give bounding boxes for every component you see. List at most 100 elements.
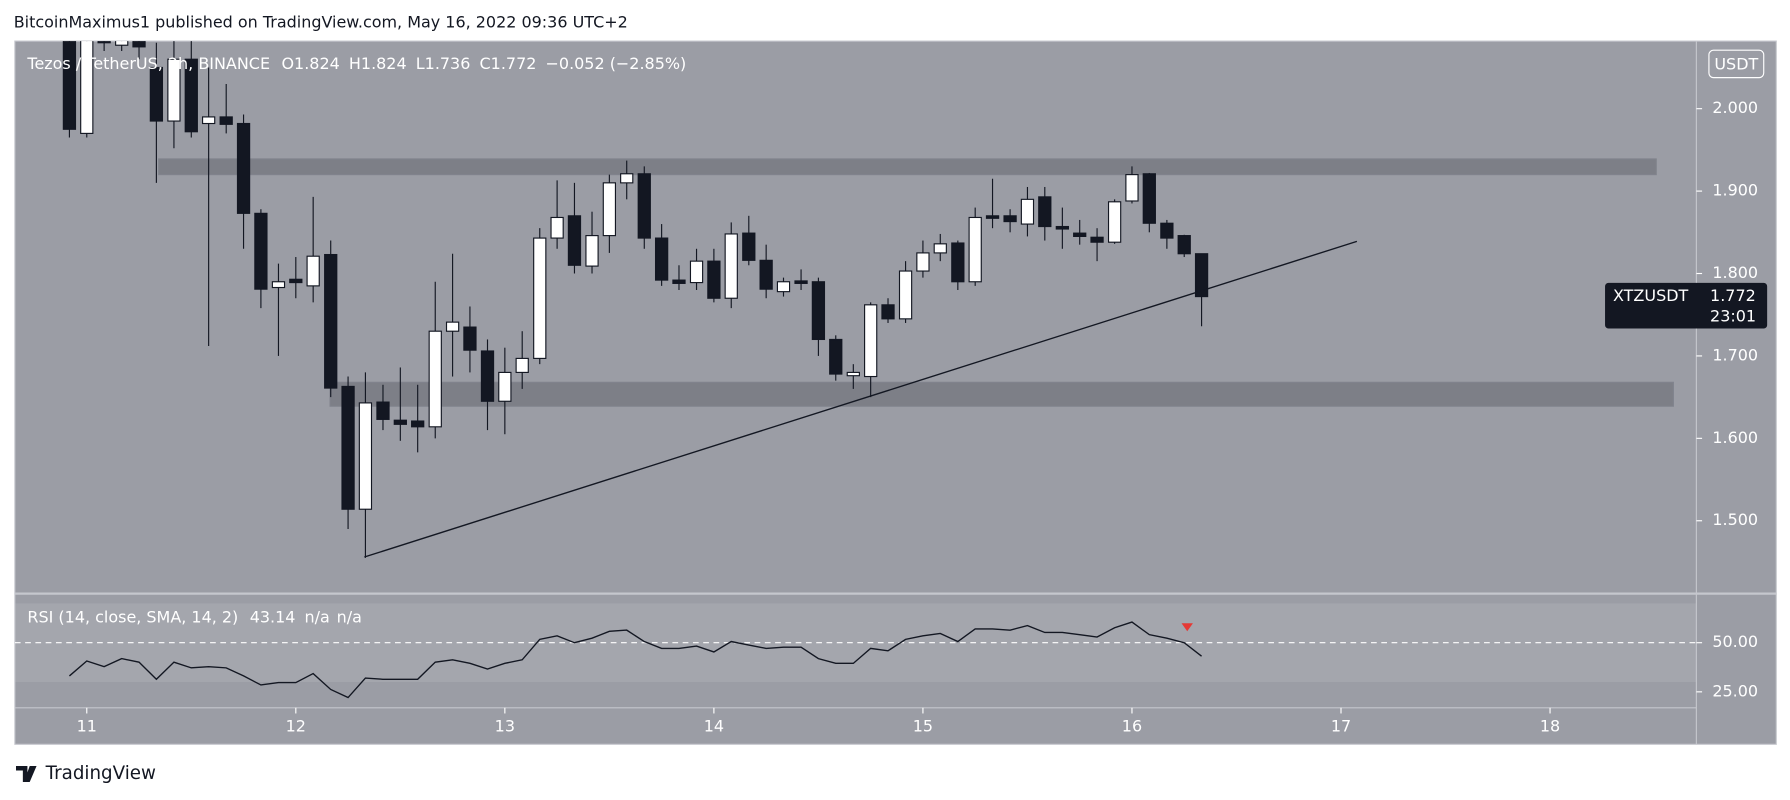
y-tick-label: 50.00	[1712, 632, 1758, 651]
candle-body	[794, 280, 808, 284]
candle-body	[1003, 215, 1017, 223]
y-tick-label: 1.800	[1712, 263, 1758, 282]
candle-body	[1073, 232, 1087, 237]
rsi-value: 43.14	[250, 607, 296, 626]
candle-body	[742, 232, 756, 261]
candle-body	[236, 122, 251, 214]
price-tag	[1605, 282, 1768, 329]
candle-body	[1194, 253, 1209, 298]
candle-body	[480, 350, 495, 402]
candle-body	[811, 281, 826, 341]
candle-body	[898, 270, 913, 320]
candle-body	[393, 419, 407, 425]
open-value: 1.824	[294, 53, 340, 72]
high-value: 1.824	[361, 53, 407, 72]
low-value: 1.736	[425, 53, 471, 72]
x-tick-label: 14	[704, 717, 724, 736]
candle-body	[358, 402, 373, 510]
price-pane	[62, 41, 1674, 558]
zone	[158, 158, 1657, 176]
candle-body	[533, 237, 547, 359]
logo	[16, 765, 37, 782]
signal-marker	[1181, 623, 1193, 632]
x-tick-label: 17	[1331, 717, 1351, 736]
candle-body	[550, 216, 564, 239]
trendline	[364, 240, 1358, 558]
legend: Tezos / TetherUS, 2h, BINANCE O1.824 H1.82…	[26, 53, 686, 72]
x-tick-label: 15	[913, 717, 933, 736]
candle-body	[115, 41, 129, 46]
y-tick-label: 1.700	[1712, 345, 1758, 364]
rsi-extra: n/a	[337, 607, 362, 626]
x-tick-label: 18	[1540, 717, 1560, 736]
candle-body	[585, 235, 599, 267]
candle-body	[1125, 174, 1139, 202]
candle-body	[916, 252, 930, 272]
publisher: BitcoinMaximus1 published on TradingView…	[14, 12, 628, 31]
y-tick-label: 1.600	[1712, 428, 1758, 447]
candle-body	[707, 260, 721, 299]
price-tag-value: 1.772	[1710, 286, 1756, 305]
candle-body	[80, 41, 94, 134]
candle-body	[654, 237, 669, 281]
ohlc-letter: C	[480, 53, 491, 72]
x-tick-label: 13	[495, 717, 515, 736]
brand: TradingView	[45, 763, 156, 784]
close-value: 1.772	[491, 53, 537, 72]
ohlc-letter: H	[349, 53, 361, 72]
candle-body	[184, 58, 198, 133]
candle-body	[289, 278, 303, 284]
y-tick-label: 25.00	[1712, 681, 1758, 700]
rsi-line	[68, 621, 1202, 699]
zone	[329, 381, 1674, 407]
candle-body	[411, 420, 425, 428]
candle-body	[1177, 235, 1191, 255]
candle-body	[1142, 173, 1156, 224]
candle-body	[167, 58, 181, 122]
candle-body	[776, 281, 791, 293]
candle-body	[759, 259, 773, 290]
candle-body	[1020, 198, 1035, 225]
x-tick-label: 12	[286, 717, 306, 736]
x-tick-label: 16	[1122, 717, 1142, 736]
candle-body	[602, 182, 617, 237]
candle-body	[724, 233, 738, 299]
unit-box	[1708, 49, 1765, 79]
price-tag-symbol: XTZUSDT	[1613, 286, 1688, 305]
candle-body	[149, 66, 164, 122]
ohlc-letter: L	[416, 53, 425, 72]
candle-body	[306, 255, 320, 287]
rsi-pane	[14, 621, 1697, 699]
candle-body	[376, 401, 390, 420]
candle-body	[637, 173, 651, 239]
candle-body	[463, 326, 477, 351]
candle-body	[933, 243, 947, 254]
candle-body	[881, 304, 895, 320]
candle-body	[498, 371, 512, 402]
candle-body	[62, 41, 77, 130]
rsi-legend: RSI (14, close, SMA, 14, 2) 43.14 n/a n/a	[27, 607, 362, 626]
axes: 1.500 1.600 1.700 1.800 1.900 2.000 11 12 13 14 15…	[77, 98, 1768, 736]
candle-body	[1107, 201, 1122, 243]
candle-body	[951, 242, 965, 283]
candle-body	[428, 330, 442, 428]
candle-body	[985, 215, 1000, 219]
candle-body	[515, 357, 529, 373]
candle-body	[445, 321, 460, 332]
candle-body	[1090, 236, 1104, 243]
ohlc-letter: O	[281, 53, 294, 72]
candle-body	[1038, 196, 1052, 228]
x-tick-label: 11	[77, 717, 97, 736]
candle-body	[968, 216, 982, 283]
candle-body	[689, 260, 704, 284]
candle-body	[829, 338, 843, 375]
candle-body	[97, 41, 111, 44]
candle-body	[672, 279, 686, 284]
rsi-title: RSI (14, close, SMA, 14, 2)	[27, 607, 238, 626]
candle-body	[254, 212, 268, 290]
y-tick-label: 1.500	[1712, 510, 1758, 529]
candle-body	[201, 116, 216, 125]
candle-body	[1055, 225, 1069, 230]
